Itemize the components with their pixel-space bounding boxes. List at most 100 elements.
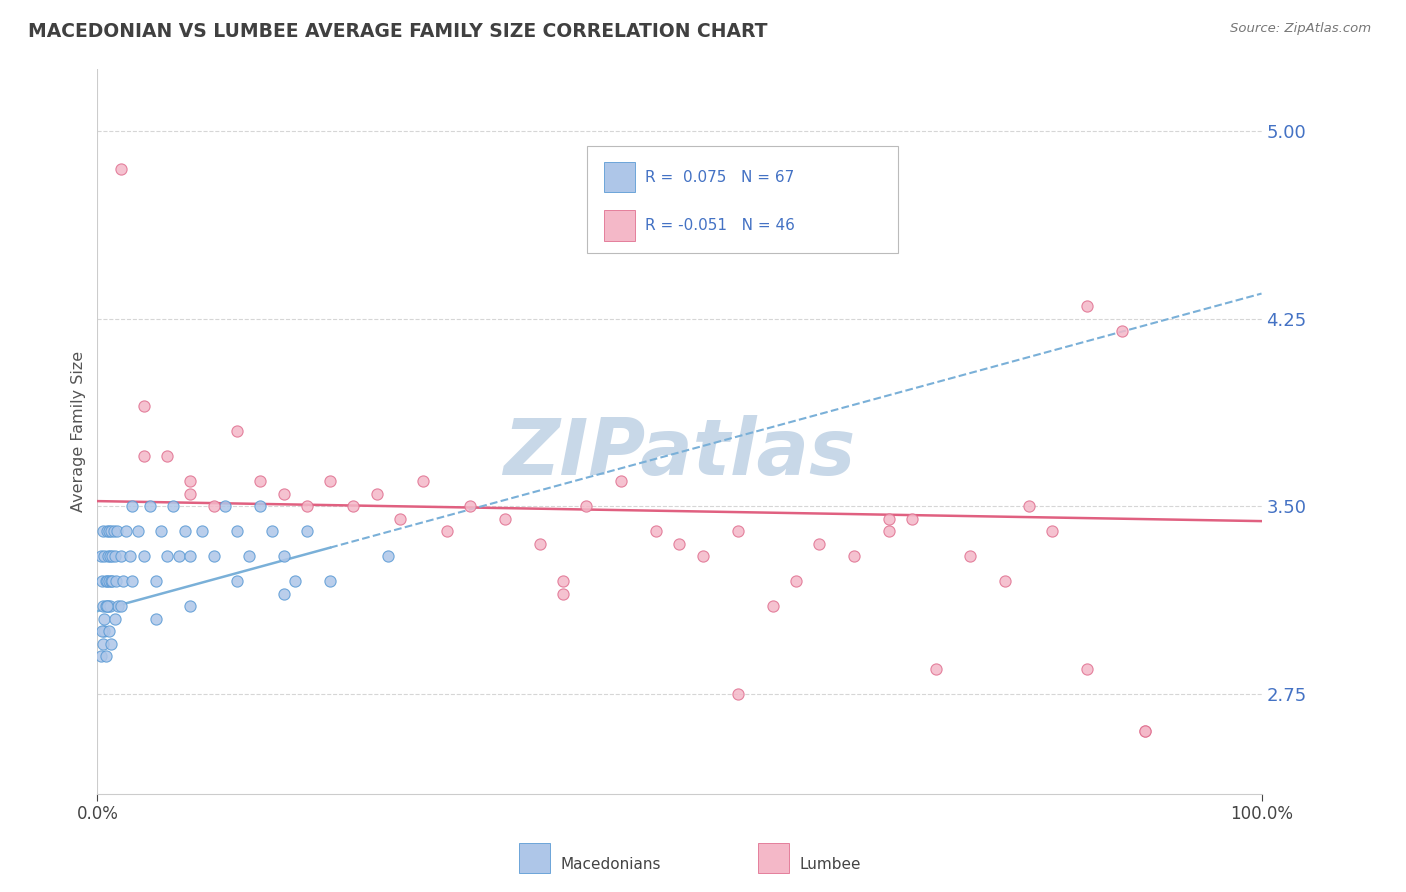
- Point: [226, 524, 249, 538]
- Point: [167, 549, 190, 563]
- Point: [132, 399, 155, 413]
- Point: [808, 536, 831, 550]
- Point: [121, 499, 143, 513]
- Point: [226, 424, 249, 438]
- Point: [319, 474, 342, 488]
- Point: [105, 524, 128, 538]
- Point: [118, 549, 141, 563]
- Point: [761, 599, 783, 614]
- Point: [1076, 299, 1098, 313]
- Point: [1111, 324, 1133, 338]
- Text: R =  0.075   N = 67: R = 0.075 N = 67: [645, 169, 794, 185]
- Point: [179, 549, 201, 563]
- Point: [551, 574, 574, 588]
- Point: [98, 549, 121, 563]
- Point: [436, 524, 458, 538]
- Text: R = -0.051   N = 46: R = -0.051 N = 46: [645, 218, 794, 233]
- Point: [96, 599, 118, 614]
- Text: MACEDONIAN VS LUMBEE AVERAGE FAMILY SIZE CORRELATION CHART: MACEDONIAN VS LUMBEE AVERAGE FAMILY SIZE…: [28, 22, 768, 41]
- Point: [162, 499, 184, 513]
- Y-axis label: Average Family Size: Average Family Size: [72, 351, 86, 512]
- Point: [842, 549, 865, 563]
- Point: [107, 599, 129, 614]
- Point: [173, 524, 195, 538]
- Point: [377, 549, 399, 563]
- Point: [389, 511, 412, 525]
- Point: [273, 486, 295, 500]
- Point: [727, 524, 749, 538]
- Point: [150, 524, 173, 538]
- Point: [877, 511, 900, 525]
- Text: Lumbee: Lumbee: [800, 857, 860, 871]
- Point: [93, 612, 115, 626]
- Point: [551, 587, 574, 601]
- Point: [96, 574, 118, 588]
- Point: [1133, 724, 1156, 739]
- Point: [98, 524, 121, 538]
- Point: [90, 649, 112, 664]
- Text: Macedonians: Macedonians: [561, 857, 661, 871]
- Point: [202, 499, 225, 513]
- Point: [100, 637, 122, 651]
- Point: [575, 499, 598, 513]
- Point: [93, 624, 115, 639]
- Point: [94, 599, 117, 614]
- Point: [132, 549, 155, 563]
- Point: [110, 599, 132, 614]
- Point: [104, 612, 127, 626]
- Point: [273, 587, 295, 601]
- Point: [226, 574, 249, 588]
- Point: [901, 511, 924, 525]
- Text: Source: ZipAtlas.com: Source: ZipAtlas.com: [1230, 22, 1371, 36]
- Point: [100, 574, 122, 588]
- Point: [127, 524, 149, 538]
- Point: [98, 624, 121, 639]
- Point: [101, 574, 124, 588]
- Point: [191, 524, 214, 538]
- Point: [100, 524, 122, 538]
- Point: [91, 574, 114, 588]
- Point: [994, 574, 1017, 588]
- Point: [610, 474, 633, 488]
- Point: [94, 649, 117, 664]
- Point: [1018, 499, 1040, 513]
- Point: [145, 612, 167, 626]
- Text: ZIPatlas: ZIPatlas: [503, 415, 856, 491]
- Point: [91, 637, 114, 651]
- Point: [529, 536, 551, 550]
- Point: [94, 574, 117, 588]
- Point: [115, 524, 138, 538]
- Point: [412, 474, 434, 488]
- Point: [179, 599, 201, 614]
- Point: [273, 549, 295, 563]
- Point: [98, 574, 121, 588]
- Point: [877, 524, 900, 538]
- Point: [96, 524, 118, 538]
- Point: [785, 574, 807, 588]
- Point: [91, 599, 114, 614]
- Point: [104, 549, 127, 563]
- Point: [959, 549, 981, 563]
- Point: [101, 549, 124, 563]
- Point: [202, 549, 225, 563]
- Point: [1133, 724, 1156, 739]
- Point: [104, 574, 127, 588]
- Point: [97, 599, 120, 614]
- Point: [668, 536, 690, 550]
- Point: [156, 449, 179, 463]
- Point: [727, 687, 749, 701]
- Point: [319, 574, 342, 588]
- Point: [366, 486, 388, 500]
- Point: [139, 499, 162, 513]
- Point: [494, 511, 516, 525]
- Point: [110, 549, 132, 563]
- Point: [214, 499, 236, 513]
- Point: [121, 574, 143, 588]
- Point: [692, 549, 714, 563]
- Point: [284, 574, 307, 588]
- Point: [97, 549, 120, 563]
- Point: [103, 524, 125, 538]
- Point: [238, 549, 260, 563]
- Point: [249, 474, 271, 488]
- Point: [93, 549, 115, 563]
